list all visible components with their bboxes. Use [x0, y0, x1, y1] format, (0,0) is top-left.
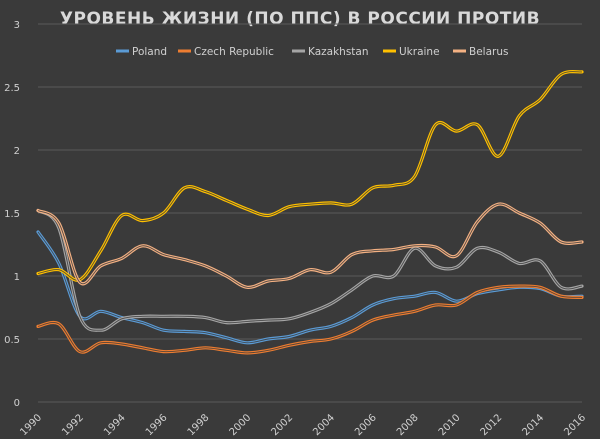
- series-line-inner: [37, 285, 583, 354]
- grid: [38, 23, 582, 403]
- legend-item-kazakhstan: Kazakhstan: [292, 46, 369, 58]
- series-ukraine: [36, 69, 584, 282]
- legend-label: Poland: [132, 46, 167, 58]
- x-tick-label: 1992: [60, 412, 86, 438]
- series-line-inner: [37, 231, 583, 344]
- x-tick-label: 2006: [353, 412, 379, 438]
- series-czech-republic: [36, 284, 584, 355]
- x-tick-label: 2010: [437, 412, 463, 438]
- x-tick-label: 1990: [18, 412, 44, 438]
- x-tick-label: 2014: [520, 412, 546, 438]
- chart-title: УРОВЕНЬ ЖИЗНИ (ПО ППС) В РОССИИ ПРОТИВ: [60, 9, 540, 29]
- x-tick-label: 2012: [479, 412, 505, 438]
- y-tick-label: 2: [14, 146, 20, 157]
- x-tick-label: 2016: [562, 412, 588, 438]
- x-tick-label: 2002: [269, 412, 295, 438]
- series-line-outer: [36, 69, 584, 282]
- legend-item-poland: Poland: [116, 46, 167, 58]
- series-line-inner: [37, 203, 583, 288]
- x-tick-label: 2004: [311, 412, 337, 438]
- series-poland: [36, 230, 584, 345]
- legend-label: Ukraine: [399, 46, 440, 58]
- x-tick-label: 2000: [228, 412, 254, 438]
- series-line-inner: [37, 210, 583, 331]
- legend-label: Belarus: [469, 46, 508, 58]
- series-belarus: [36, 202, 584, 289]
- legend-label: Kazakhstan: [308, 46, 369, 58]
- legend-label: Czech Republic: [194, 46, 274, 58]
- x-tick-label: 2008: [395, 412, 421, 438]
- legend-item-czech-republic: Czech Republic: [178, 46, 274, 58]
- y-tick-label: 0.5: [4, 335, 20, 346]
- legend: Poland Czech Republic Kazakhstan Ukraine Bel…: [116, 46, 508, 58]
- x-tick-label: 1994: [102, 412, 128, 438]
- y-tick-label: 3: [14, 20, 20, 31]
- x-tick-label: 1998: [186, 412, 212, 438]
- y-tick-label: 2.5: [4, 83, 20, 94]
- x-tick-label: 1996: [144, 412, 170, 438]
- legend-item-ukraine: Ukraine: [383, 46, 440, 58]
- y-tick-label: 1: [14, 272, 20, 283]
- x-axis: 1990 1992 1994 1996 1998 2000 2002 2004 2006 2008…: [18, 412, 588, 438]
- y-tick-label: 0: [14, 398, 20, 409]
- series-line-inner: [37, 71, 583, 281]
- y-axis: 0 0.5 1 1.5 2 2.5 3: [4, 20, 20, 409]
- series-lines: [36, 69, 584, 355]
- series-kazakhstan: [36, 208, 584, 332]
- legend-item-belarus: Belarus: [453, 46, 508, 58]
- y-tick-label: 1.5: [4, 209, 20, 220]
